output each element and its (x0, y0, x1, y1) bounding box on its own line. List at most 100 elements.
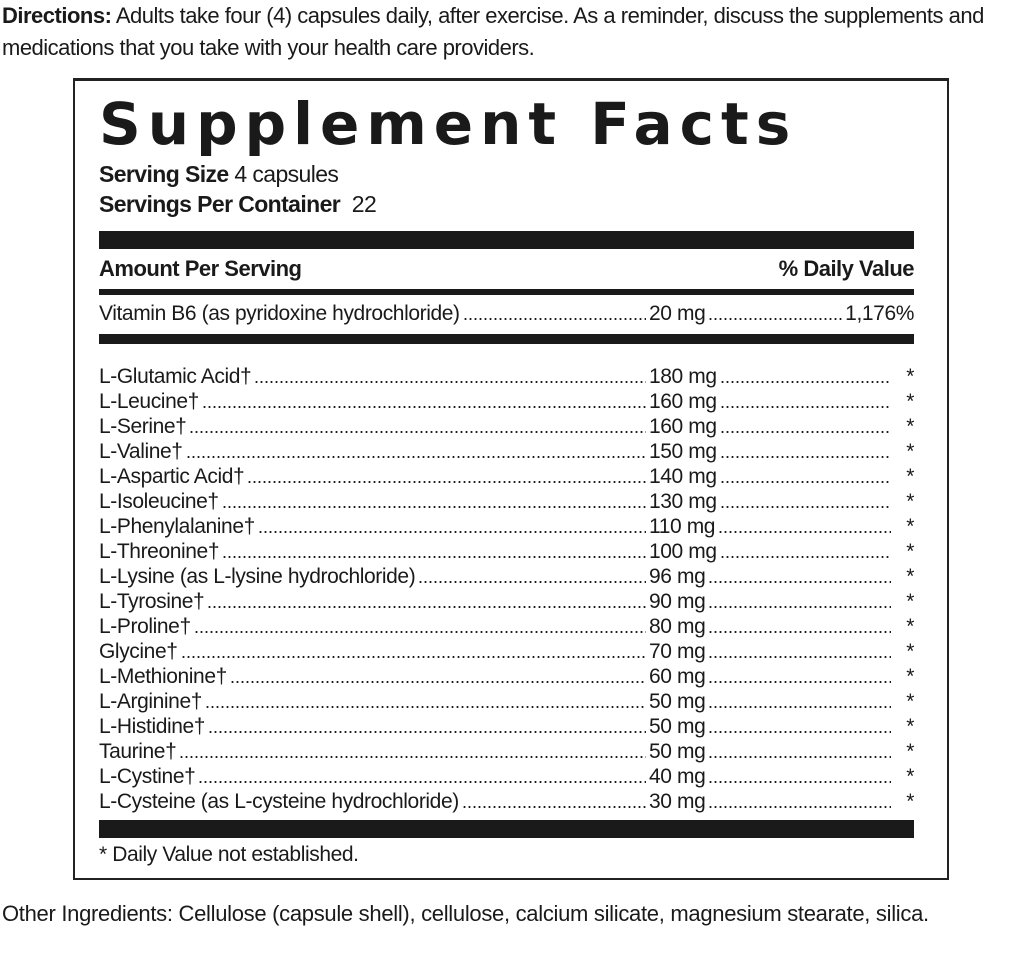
divider-bar (99, 289, 914, 295)
dot-leader (254, 364, 646, 389)
ingredient-dv: * (906, 740, 914, 763)
ingredient-dv: * (906, 415, 914, 438)
ingredient-row: L-Lysine (as L-lysine hydrochloride) 96 m… (99, 564, 914, 589)
dot-leader (247, 464, 646, 489)
ingredient-name: L-Isoleucine† (99, 490, 219, 513)
ingredient-amount: 160 mg (649, 415, 717, 438)
directions-text: Directions: Adults take four (4) capsule… (2, 0, 1020, 64)
ingredient-name: L-Histidine† (99, 715, 206, 738)
dot-leader (201, 389, 646, 414)
dot-leader (193, 614, 646, 639)
dot-leader (207, 589, 646, 614)
dot-leader (708, 614, 891, 639)
dot-leader (222, 539, 646, 564)
vitamin-row: Vitamin B6 (as pyridoxine hydrochloride)… (99, 301, 914, 326)
ingredient-name: L-Arginine† (99, 690, 202, 713)
dot-leader (719, 414, 891, 439)
ingredient-row: L-Serine† 160 mg * (99, 414, 914, 439)
ingredient-row: L-Cysteine (as L-cysteine hydrochloride)… (99, 789, 914, 814)
dot-leader (719, 464, 891, 489)
serving-size-label: Serving Size (99, 161, 229, 187)
ingredient-row: L-Threonine† 100 mg * (99, 539, 914, 564)
ingredient-list: L-Glutamic Acid† 180 mg * L-Leucine† 160 mg *… (99, 364, 914, 814)
ingredient-dv: * (906, 365, 914, 388)
dot-leader (229, 664, 646, 689)
amount-header: Amount Per Serving (99, 256, 302, 281)
ingredient-dv: * (906, 515, 914, 538)
dot-leader (462, 301, 646, 326)
dot-leader (180, 639, 646, 664)
dot-leader (708, 639, 891, 664)
dot-leader (719, 389, 891, 414)
ingredient-row: L-Arginine† 50 mg * (99, 689, 914, 714)
dot-leader (257, 514, 646, 539)
ingredient-row: L-Glutamic Acid† 180 mg * (99, 364, 914, 389)
ingredient-amount: 140 mg (649, 465, 717, 488)
ingredient-name: L-Phenylalanine† (99, 515, 255, 538)
ingredient-dv: * (906, 615, 914, 638)
ingredient-amount: 150 mg (649, 440, 717, 463)
ingredient-row: L-Valine† 150 mg * (99, 439, 914, 464)
ingredient-name: Glycine† (99, 640, 178, 663)
panel-title: Supplement Facts (99, 90, 798, 158)
ingredient-dv: * (906, 640, 914, 663)
supplement-facts-panel: Supplement Facts Serving Size 4 capsules… (73, 78, 949, 880)
ingredient-amount: 80 mg (649, 615, 706, 638)
ingredient-name: L-Cysteine (as L-cysteine hydrochloride) (99, 790, 459, 813)
ingredient-dv: * (906, 390, 914, 413)
ingredient-amount: 100 mg (649, 540, 717, 563)
ingredient-amount: 40 mg (649, 765, 706, 788)
ingredient-dv: * (906, 440, 914, 463)
ingredient-amount: 70 mg (649, 640, 706, 663)
dot-leader (708, 564, 891, 589)
ingredient-row: L-Proline† 80 mg * (99, 614, 914, 639)
ingredient-name: Vitamin B6 (as pyridoxine hydrochloride) (99, 302, 460, 325)
ingredient-row: L-Methionine† 60 mg * (99, 664, 914, 689)
other-ingredients: Other Ingredients: Cellulose (capsule sh… (2, 901, 929, 926)
ingredient-amount: 50 mg (649, 690, 706, 713)
ingredient-row: L-Leucine† 160 mg * (99, 389, 914, 414)
dot-leader (198, 764, 646, 789)
dot-leader (205, 689, 646, 714)
ingredient-amount: 160 mg (649, 390, 717, 413)
servings-per-container-value: 22 (351, 191, 377, 217)
dot-leader (461, 789, 646, 814)
ingredient-row: L-Isoleucine† 130 mg * (99, 489, 914, 514)
ingredient-row: Glycine† 70 mg * (99, 639, 914, 664)
dot-leader (708, 764, 891, 789)
dot-leader (418, 564, 646, 589)
dot-leader (708, 301, 843, 326)
dot-leader (221, 489, 646, 514)
table-header: Amount Per Serving % Daily Value (99, 249, 915, 289)
servings-per-container-label: Servings Per Container (99, 191, 341, 217)
ingredient-amount: 180 mg (649, 365, 717, 388)
directions-body: Adults take four (4) capsules daily, aft… (2, 3, 984, 60)
ingredient-dv: * (906, 690, 914, 713)
ingredient-name: L-Lysine (as L-lysine hydrochloride) (99, 565, 416, 588)
dot-leader (719, 364, 891, 389)
ingredient-dv: * (906, 465, 914, 488)
divider-bar (99, 231, 914, 249)
ingredient-amount: 50 mg (649, 740, 706, 763)
serving-size-value: 4 capsules (234, 161, 339, 187)
ingredient-dv: * (906, 565, 914, 588)
ingredient-amount: 30 mg (649, 790, 706, 813)
ingredient-name: L-Tyrosine† (99, 590, 205, 613)
ingredient-name: L-Serine† (99, 415, 187, 438)
dot-leader (189, 414, 646, 439)
ingredient-dv: * (906, 590, 914, 613)
ingredient-amount: 60 mg (649, 665, 706, 688)
ingredient-row: L-Histidine† 50 mg * (99, 714, 914, 739)
ingredient-row: L-Tyrosine† 90 mg * (99, 589, 914, 614)
dot-leader (719, 489, 891, 514)
ingredient-dv: * (906, 665, 914, 688)
directions-label: Directions: (2, 3, 112, 28)
servings-per-container: Servings Per Container 22 (99, 189, 914, 219)
dot-leader (708, 689, 891, 714)
ingredient-name: L-Methionine† (99, 665, 227, 688)
ingredient-amount: 50 mg (649, 715, 706, 738)
ingredient-dv: 1,176% (845, 302, 914, 325)
dot-leader (208, 714, 646, 739)
ingredient-dv: * (906, 540, 914, 563)
dot-leader (708, 714, 891, 739)
